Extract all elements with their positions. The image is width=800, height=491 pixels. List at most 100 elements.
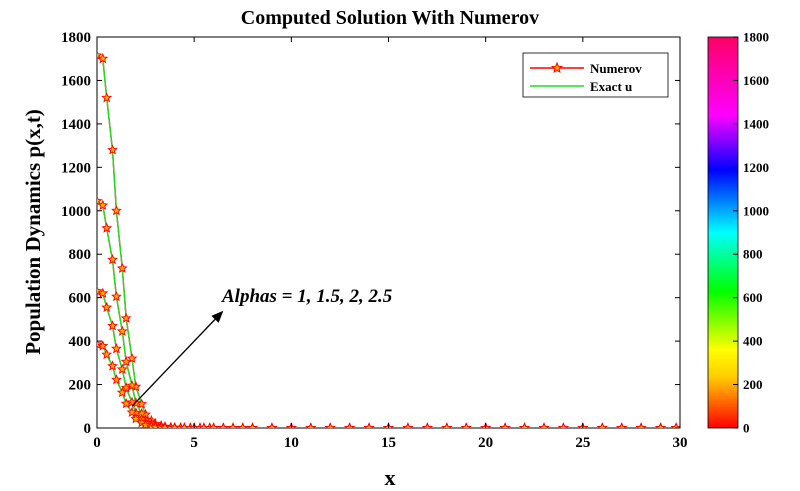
numerov-marker [97,287,109,298]
numerov-marker [107,144,118,155]
x-tick-label: 15 [381,435,396,451]
numerov-marker [101,92,113,103]
y-tick-label: 1400 [61,117,91,133]
x-tick-label: 20 [478,435,493,451]
numerov-marker [247,422,258,428]
colorbar-tick-label: 400 [743,334,763,349]
colorbar-tick-label: 600 [743,290,763,305]
numerov-marker [107,320,118,331]
numerov-marker [111,205,122,216]
numerov-marker [227,422,239,428]
numerov-marker [266,422,278,428]
colorbar-tick-label: 1000 [743,203,769,218]
y-axis-label: Population Dynamics p(x,t) [21,109,45,355]
numerov-marker [596,422,608,428]
numerov-marker [140,419,152,428]
colorbar-strip [707,36,739,429]
numerov-marker [120,382,132,393]
numerov-marker [635,422,647,428]
numerov-marker [616,422,628,428]
numerov-marker [305,422,317,428]
numerov-marker [101,301,113,313]
numerov-marker [363,422,375,428]
y-tick-label: 1800 [61,30,91,46]
numerov-marker [97,195,103,206]
colorbar-tick-label: 1400 [743,116,769,131]
numerov-marker [111,290,122,302]
legend-box [522,52,669,98]
y-tick-label: 400 [69,334,92,350]
legend-label-exact: Exact u [590,79,632,94]
annotation-text: Alphas = 1, 1.5, 2, 2.5 [221,286,393,307]
colorbar-tick-label: 1800 [743,30,769,45]
colorbar-tick-label: 1200 [743,160,769,175]
x-tick-label: 0 [93,435,101,451]
numerov-marker [116,325,128,336]
chart-title: Computed Solution With Numerov [241,7,539,29]
numerov-marker [217,422,229,428]
numerov-marker [130,413,142,424]
y-tick-label: 800 [69,247,92,263]
numerov-marker [111,374,122,385]
numerov-marker [126,406,138,417]
legend-marker-numerov [550,61,564,74]
arrow-head [211,310,224,323]
numerov-marker [97,285,103,296]
colorbar-tick-label: 800 [743,247,763,262]
annotation: Alphas = 1, 1.5, 2, 2.5 [131,286,393,407]
y-tick-label: 1600 [61,73,91,89]
numerov-marker [120,312,132,323]
numerov-marker [237,422,249,428]
y-tick-label: 600 [69,291,92,307]
numerov-marker [441,422,453,428]
y-tick-label: 0 [84,421,92,437]
numerov-marker [421,422,433,428]
legend: Numerov Exact u [522,52,669,98]
x-axis-label: x [385,465,396,490]
numerov-marker [126,396,138,407]
colorbar-tick-label: 200 [743,377,763,392]
numerov-marker [97,338,103,349]
numerov-marker [116,262,128,273]
numerov-marker [538,422,550,428]
numerov-marker [101,222,113,233]
numerov-marker [499,422,511,428]
numerov-marker [324,422,336,428]
y-axis: 0 200 400 600 800 1000 1200 1400 1600 1800 [61,30,680,437]
y-tick-label: 200 [69,378,92,394]
numerov-marker [655,422,666,428]
x-tick-label: 30 [673,435,688,451]
numerov-marker [208,422,220,428]
colorbar: 0 200 400 600 800 1000 1200 1400 1600 1800 [707,30,769,436]
x-tick-label: 25 [575,435,590,451]
numerov-marker [519,422,530,428]
numerov-marker [120,398,132,409]
numerov-marker [460,422,472,428]
colorbar-ticks: 0 200 400 600 800 1000 1200 1400 1600 1800 [733,30,769,436]
numerov-marker [402,422,414,428]
numerov-marker [97,340,109,351]
x-axis: 0 5 10 15 20 25 30 [93,37,688,451]
numerov-marker [111,343,122,354]
y-tick-label: 1000 [61,204,91,220]
colorbar-tick-label: 1600 [743,73,769,88]
numerov-marker [344,422,356,428]
numerov-marker [107,360,118,371]
numerov-marker [107,254,118,265]
x-tick-label: 5 [190,435,198,451]
numerov-marker [116,386,128,398]
numerov-marker [116,363,128,374]
numerov-marker [120,355,132,367]
numerov-marker [101,348,113,360]
colorbar-tick-label: 0 [743,421,750,436]
y-tick-label: 1200 [61,160,91,176]
numerov-marker [97,199,109,210]
legend-label-numerov: Numerov [590,61,642,76]
x-tick-label: 10 [284,435,299,451]
numerov-marker [97,53,109,64]
numerov-marker [670,422,680,428]
numerov-marker [557,422,569,428]
plot-area [96,36,681,429]
exact-line [97,54,677,428]
